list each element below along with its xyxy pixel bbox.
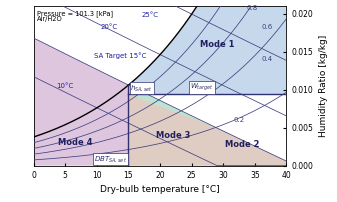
Text: 25°C: 25°C <box>141 12 158 18</box>
Text: Mode 4: Mode 4 <box>58 138 92 147</box>
Text: 0.4: 0.4 <box>262 56 273 62</box>
Text: $W_{target}$: $W_{target}$ <box>190 82 214 93</box>
Text: $h_{SA,set}$: $h_{SA,set}$ <box>130 83 153 93</box>
Text: 20°C: 20°C <box>100 24 117 30</box>
Text: 0.6: 0.6 <box>262 24 273 30</box>
Polygon shape <box>34 38 128 166</box>
Y-axis label: Humidity Ratio [kg/kg]: Humidity Ratio [kg/kg] <box>319 35 328 137</box>
Text: 0.2: 0.2 <box>234 117 245 123</box>
Polygon shape <box>128 0 286 94</box>
X-axis label: Dry-bulb temperature [°C]: Dry-bulb temperature [°C] <box>100 185 220 194</box>
Text: SA Target 15°C: SA Target 15°C <box>94 52 146 59</box>
Text: Pressure = 101.3 [kPa]: Pressure = 101.3 [kPa] <box>37 10 113 17</box>
Polygon shape <box>128 85 286 166</box>
Text: Mode 3: Mode 3 <box>155 131 190 140</box>
Text: Mode 1: Mode 1 <box>200 40 234 48</box>
Text: 0.8: 0.8 <box>246 5 257 11</box>
Text: 10°C: 10°C <box>56 83 73 89</box>
Text: Air/H2O: Air/H2O <box>37 16 63 22</box>
Text: $DBT_{SA,set}$: $DBT_{SA,set}$ <box>94 154 127 164</box>
Polygon shape <box>128 94 286 166</box>
Text: Mode 2: Mode 2 <box>225 140 259 149</box>
